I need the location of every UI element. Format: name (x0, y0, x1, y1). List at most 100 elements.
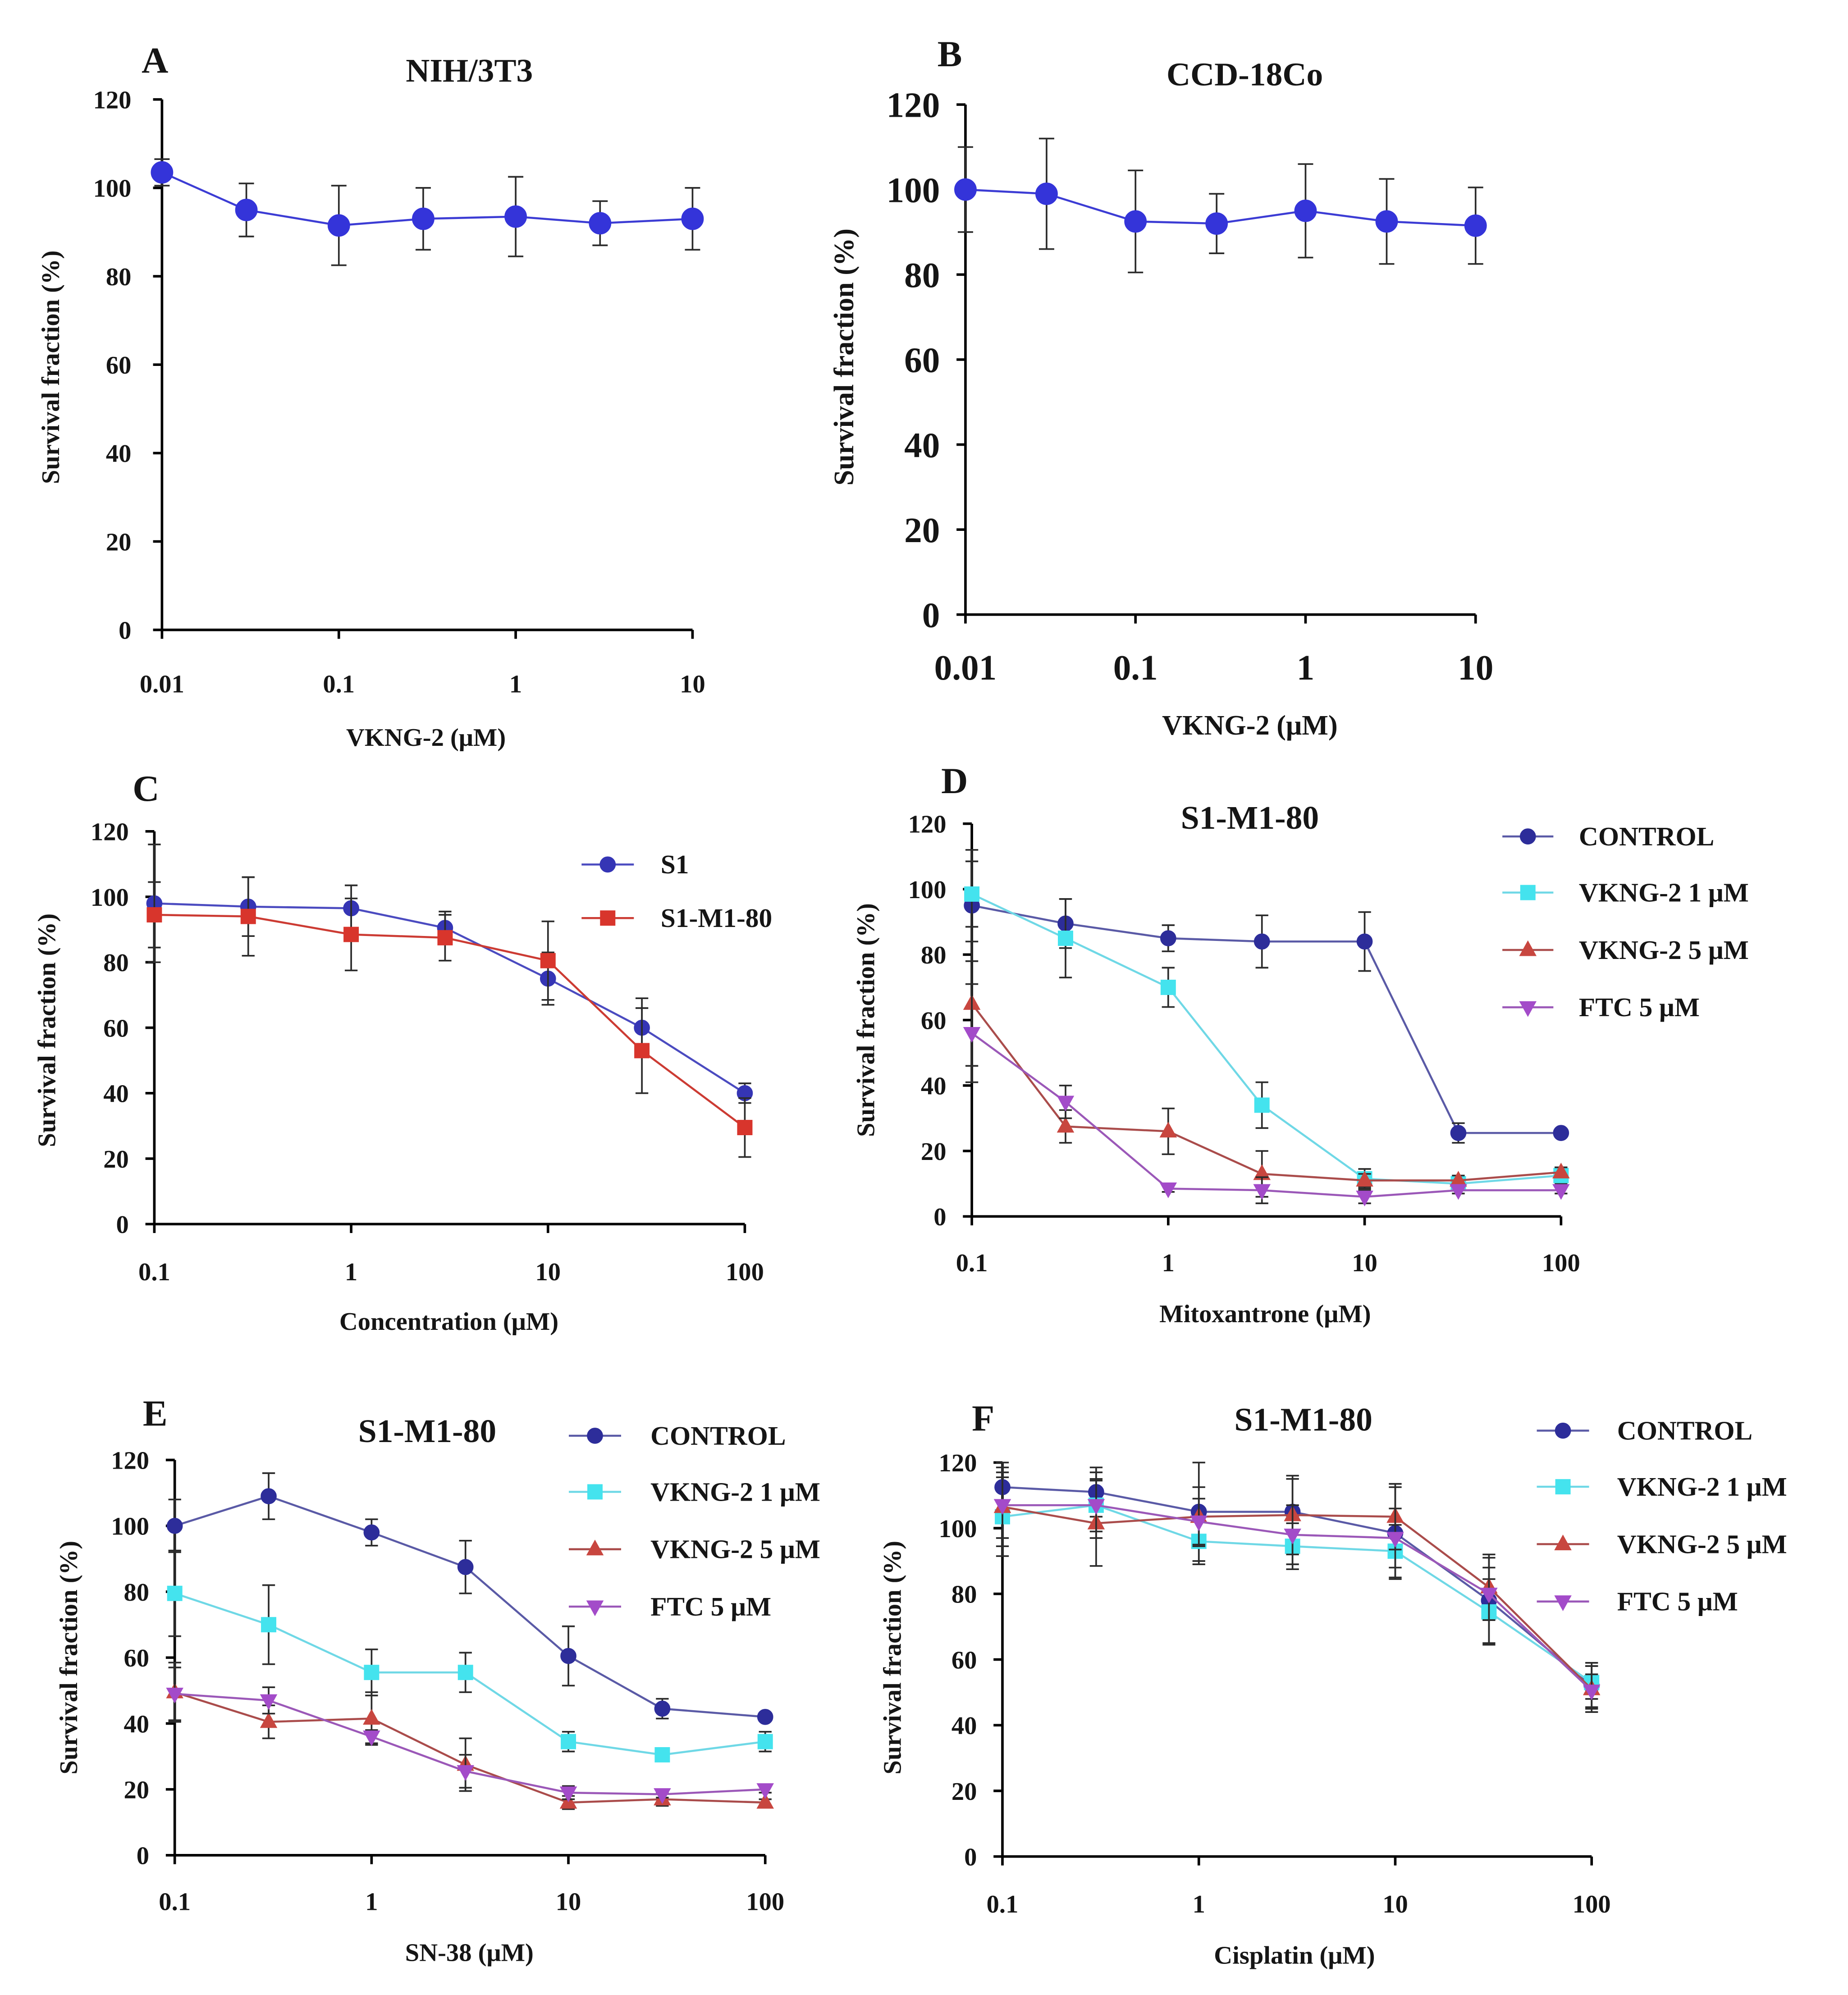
y-axis-label: Survival fraction (%) (829, 228, 860, 485)
x-tick-label: 10 (1382, 1890, 1408, 1918)
legend-label: CONTROL (650, 1421, 786, 1451)
series-0 (954, 137, 1487, 274)
panel-label: F (972, 1398, 994, 1439)
y-tick-label: 40 (904, 425, 940, 465)
data-point (457, 1559, 474, 1575)
legend-item: CONTROL (1502, 822, 1714, 851)
data-point (437, 930, 453, 945)
data-point (964, 886, 980, 902)
legend-label: FTC 5 μM (1617, 1587, 1738, 1616)
data-point (756, 1783, 774, 1799)
y-tick-label: 100 (111, 1513, 149, 1541)
panel-label: C (133, 768, 159, 809)
x-tick-label: 1 (1193, 1890, 1205, 1918)
y-tick-label: 40 (124, 1710, 150, 1738)
x-axis-label: Mitoxantrone (μM) (1159, 1300, 1371, 1328)
legend-item: S1-M1-80 (581, 903, 772, 933)
data-point (1035, 183, 1058, 205)
y-axis-label: Survival fraction (%) (37, 251, 65, 484)
data-point (364, 1665, 380, 1680)
data-point (327, 214, 350, 237)
legend-marker (1519, 940, 1537, 956)
legend-item: VKNG-2 5 μM (1537, 1529, 1787, 1559)
data-point (1205, 212, 1228, 235)
chart-title: S1-M1-80 (358, 1412, 496, 1449)
y-tick-label: 40 (951, 1712, 977, 1740)
legend-item: VKNG-2 5 μM (568, 1534, 820, 1564)
x-tick-label: 10 (1352, 1249, 1377, 1277)
y-tick-label: 40 (103, 1080, 129, 1108)
legend-item: FTC 5 μM (1537, 1587, 1738, 1616)
legend-marker (600, 910, 616, 926)
y-tick-label: 0 (119, 617, 131, 645)
x-axis-label: Concentration (μM) (339, 1308, 558, 1336)
y-tick-label: 0 (964, 1844, 977, 1872)
chart-title: S1-M1-80 (1235, 1401, 1372, 1438)
x-tick-label: 0.1 (956, 1249, 988, 1277)
data-point (1386, 1532, 1404, 1548)
x-tick-label: 100 (746, 1888, 784, 1916)
panel-label: E (143, 1392, 168, 1433)
chart-title: CCD-18Co (1166, 56, 1323, 93)
legend-marker (1519, 828, 1536, 845)
y-tick-label: 100 (93, 175, 132, 203)
x-tick-label: 1 (365, 1888, 378, 1916)
legend-item: CONTROL (568, 1421, 786, 1451)
data-point (1450, 1125, 1467, 1141)
legend-item: VKNG-2 1 μM (568, 1477, 820, 1507)
data-point (167, 1585, 183, 1601)
legend-marker (1555, 1479, 1571, 1495)
data-point (260, 1712, 278, 1728)
data-point (261, 1617, 277, 1633)
y-tick-label: 60 (106, 352, 132, 379)
data-point (1254, 1097, 1270, 1113)
y-tick-label: 0 (922, 596, 940, 635)
x-axis-label: SN-38 (μM) (405, 1939, 534, 1967)
y-axis-label: Survival fraction (%) (879, 1541, 907, 1775)
series-line (174, 1691, 765, 1804)
data-point (166, 1518, 183, 1534)
x-tick-label: 1 (1162, 1249, 1175, 1277)
data-point (1160, 979, 1176, 995)
chart-title: NIH/3T3 (406, 52, 533, 89)
x-tick-label: 1 (509, 670, 522, 698)
legend-marker (587, 1484, 603, 1500)
y-tick-label: 100 (908, 876, 947, 904)
data-point (540, 953, 556, 968)
x-tick-label: 10 (1458, 648, 1493, 688)
data-point (1552, 1184, 1570, 1200)
panel-a: A NIH/3T3 0 20 40 60 80 100 120 0.01 0.1 1 10 Surviva… (37, 40, 705, 752)
data-point (1253, 933, 1270, 950)
data-point (1356, 933, 1373, 950)
data-point (993, 1499, 1011, 1515)
chart-title: S1-M1-80 (1181, 799, 1319, 836)
y-tick-label: 40 (106, 440, 132, 468)
data-point (504, 205, 527, 228)
y-tick-label: 120 (908, 811, 947, 839)
legend-marker (1554, 1534, 1572, 1551)
panel-d: D S1-M1-80 0 20 40 60 80 100 120 0.1 1 10 100 Surviva… (852, 760, 1749, 1328)
data-point (634, 1043, 650, 1059)
series-line (971, 1032, 1561, 1198)
x-axis-label: VKNG-2 (μM) (346, 724, 506, 752)
x-tick-label: 0.1 (159, 1888, 191, 1916)
x-tick-label: 100 (1542, 1249, 1580, 1277)
data-point (589, 212, 612, 235)
legend-marker (599, 856, 616, 873)
legend-item: S1 (581, 849, 689, 879)
legend-label: VKNG-2 1 μM (1617, 1472, 1787, 1502)
data-point (1087, 1499, 1105, 1515)
y-tick-label: 100 (887, 170, 940, 210)
y-tick-label: 80 (106, 263, 132, 291)
legend-item: VKNG-2 1 μM (1502, 877, 1749, 907)
data-point (166, 1688, 183, 1704)
data-point (1057, 1117, 1075, 1133)
y-tick-label: 60 (921, 1007, 947, 1035)
y-tick-label: 0 (116, 1211, 129, 1239)
y-tick-label: 80 (904, 256, 940, 295)
data-point (1375, 210, 1398, 233)
y-tick-label: 60 (951, 1646, 977, 1674)
x-tick-label: 0.01 (934, 648, 997, 688)
y-tick-label: 120 (91, 818, 129, 846)
legend-item: FTC 5 μM (1502, 992, 1700, 1022)
